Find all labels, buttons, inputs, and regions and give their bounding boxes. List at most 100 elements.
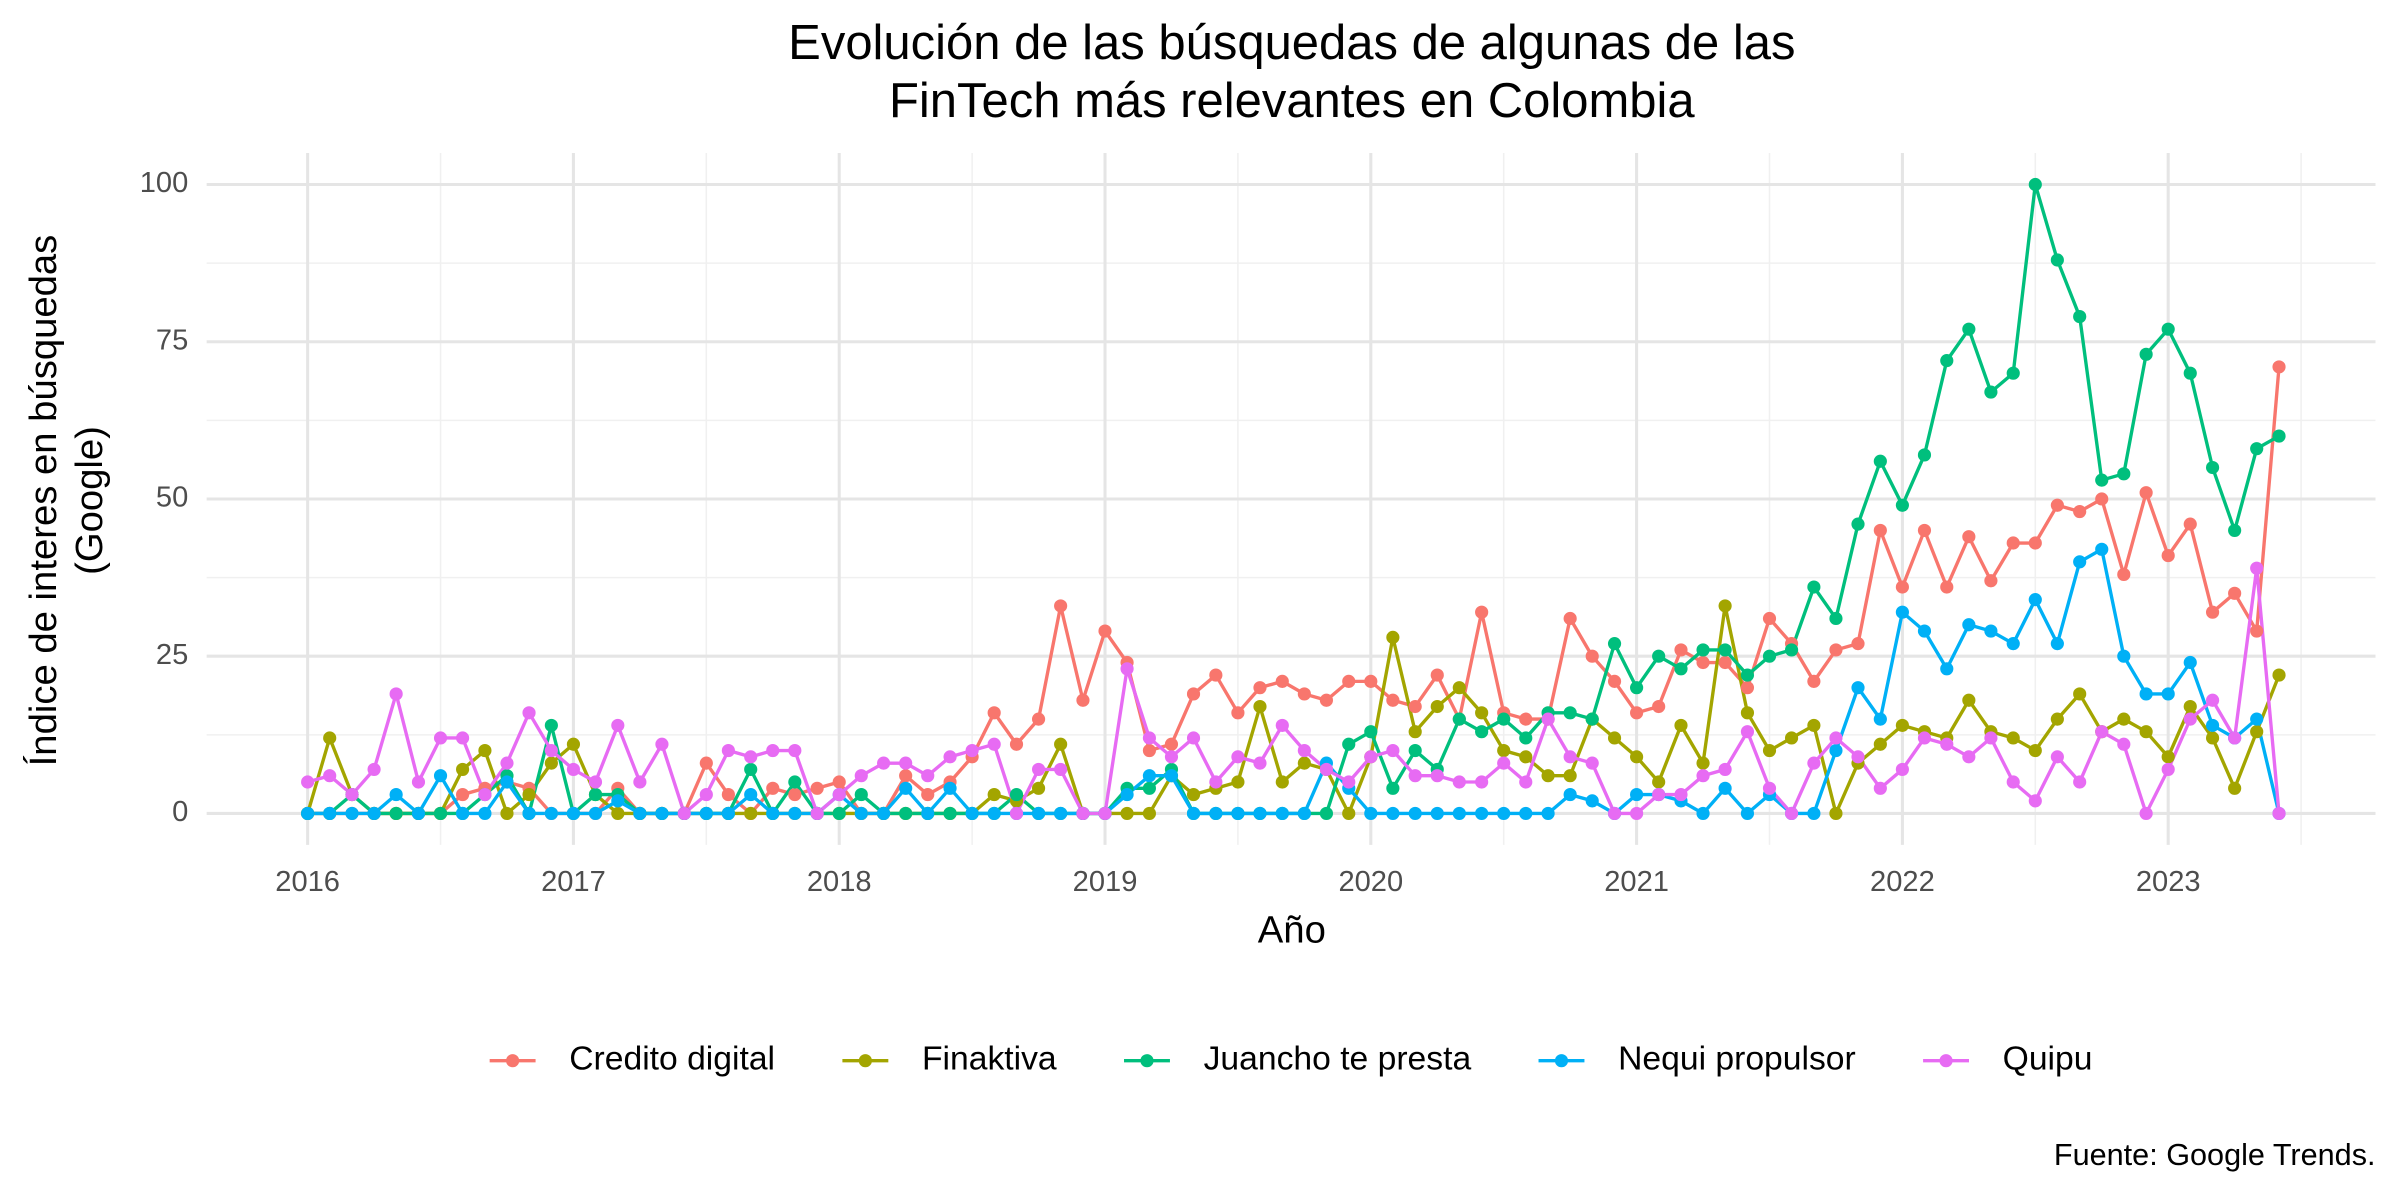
data-point xyxy=(2205,693,2220,707)
data-point xyxy=(2161,762,2175,777)
data-point xyxy=(1652,649,1666,663)
legend-label: Finaktiva xyxy=(922,1041,1057,1078)
data-point xyxy=(1253,806,1267,821)
data-point xyxy=(566,762,581,777)
data-point xyxy=(943,806,957,821)
grid: 0 25 50 75 100 2016 2017 2018 2019 2020 2021 2022 20… xyxy=(140,153,2376,898)
data-point xyxy=(1497,806,1511,821)
data-point xyxy=(2183,712,2197,726)
data-point xyxy=(1895,580,1909,594)
data-point xyxy=(965,743,979,758)
data-point xyxy=(2117,567,2131,582)
data-point xyxy=(832,788,846,802)
data-point xyxy=(1807,580,1821,594)
x-tick-label: 2016 xyxy=(275,866,340,898)
data-point xyxy=(2095,725,2109,739)
data-point xyxy=(1873,454,1887,468)
data-point xyxy=(1386,806,1400,821)
data-point xyxy=(1718,599,1732,613)
data-point xyxy=(2050,712,2064,726)
data-point xyxy=(699,788,713,802)
data-point xyxy=(1142,769,1156,783)
y-axis-title: (Google) xyxy=(68,426,111,575)
data-point xyxy=(1940,737,1954,751)
data-point xyxy=(522,788,536,802)
data-point xyxy=(1984,574,1998,588)
data-point xyxy=(1696,643,1710,657)
data-point xyxy=(1674,788,1688,802)
data-point xyxy=(1696,756,1710,770)
legend-label: Juancho te presta xyxy=(1204,1041,1472,1078)
data-point xyxy=(1497,743,1511,758)
data-point xyxy=(1186,806,1201,821)
y-tick-label: 50 xyxy=(156,482,188,514)
data-point xyxy=(788,788,802,802)
data-point xyxy=(1519,806,1533,821)
data-point xyxy=(2272,668,2286,682)
data-point xyxy=(943,781,957,795)
data-point xyxy=(899,769,913,783)
data-point xyxy=(1962,530,1976,544)
data-point xyxy=(1275,718,1289,732)
data-point xyxy=(588,775,603,789)
data-point xyxy=(2161,750,2175,764)
data-point xyxy=(1209,806,1223,821)
data-point xyxy=(1186,687,1201,701)
data-point xyxy=(1054,599,1068,613)
data-point xyxy=(1917,448,1932,462)
data-point xyxy=(1807,806,1821,821)
data-point xyxy=(1740,668,1755,682)
data-point xyxy=(1098,806,1112,821)
x-tick-label: 2020 xyxy=(1338,866,1403,898)
data-point xyxy=(1342,737,1356,751)
data-point xyxy=(1962,693,1976,707)
x-tick-label: 2022 xyxy=(1870,866,1935,898)
data-point xyxy=(877,756,891,770)
data-point xyxy=(1652,775,1666,789)
data-point xyxy=(323,769,337,783)
data-point xyxy=(1054,762,1068,777)
data-point xyxy=(1408,743,1422,758)
data-point xyxy=(433,769,448,783)
legend-item: Credito digital xyxy=(489,1041,775,1078)
x-axis-title: Año xyxy=(1258,908,1326,951)
data-point xyxy=(2028,743,2042,758)
data-point xyxy=(699,806,713,821)
data-point xyxy=(1541,712,1555,726)
data-point xyxy=(2095,492,2109,506)
data-point xyxy=(2073,687,2087,701)
data-point xyxy=(1364,674,1378,688)
data-point xyxy=(456,788,470,802)
data-point xyxy=(1164,737,1179,751)
legend-item: Quipu xyxy=(1923,1041,2092,1078)
data-point xyxy=(1873,523,1887,538)
data-point xyxy=(2050,253,2064,267)
data-point xyxy=(721,806,735,821)
data-point xyxy=(1674,718,1688,732)
data-point xyxy=(744,762,758,777)
data-point xyxy=(1585,712,1599,726)
data-point xyxy=(1940,662,1954,676)
data-point xyxy=(1275,806,1289,821)
data-point xyxy=(877,806,891,821)
data-point xyxy=(1851,750,1865,764)
data-point xyxy=(2183,366,2197,380)
data-point xyxy=(1829,731,1843,745)
data-point xyxy=(965,806,979,821)
data-point xyxy=(1519,750,1533,764)
data-point xyxy=(411,775,426,789)
data-point xyxy=(1031,762,1046,777)
data-point xyxy=(1076,693,1090,707)
data-point xyxy=(345,788,359,802)
caption: Fuente: Google Trends. xyxy=(2054,1138,2376,1172)
data-point xyxy=(500,756,514,770)
data-point xyxy=(1940,580,1954,594)
data-point xyxy=(1430,806,1444,821)
legend-label: Credito digital xyxy=(569,1041,775,1078)
data-point xyxy=(921,788,935,802)
data-point xyxy=(1652,788,1666,802)
data-point xyxy=(1452,806,1466,821)
data-point xyxy=(1740,706,1755,720)
data-point xyxy=(2272,806,2286,821)
